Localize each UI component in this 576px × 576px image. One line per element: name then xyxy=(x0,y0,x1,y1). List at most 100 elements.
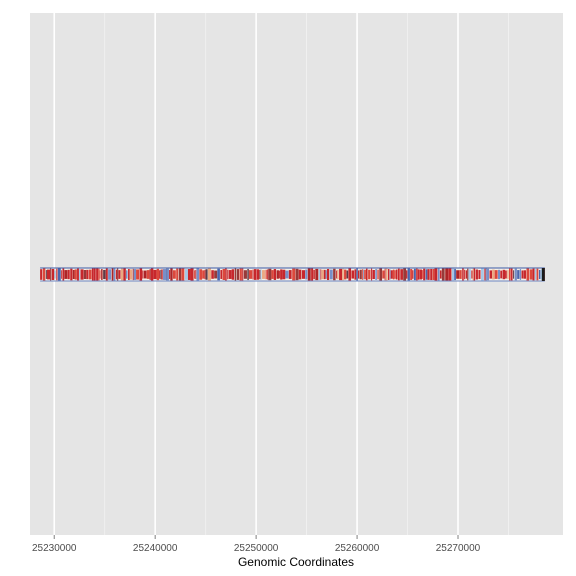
track-segment xyxy=(509,268,511,281)
track-segment xyxy=(243,270,247,279)
track-segment xyxy=(99,270,101,279)
track-segment xyxy=(113,268,116,281)
track-segment xyxy=(168,268,170,281)
track-segment xyxy=(372,269,375,280)
track-segment xyxy=(407,268,410,281)
track-segment xyxy=(285,270,289,279)
track-segment xyxy=(54,270,56,279)
track-segment xyxy=(204,269,206,280)
track-segment xyxy=(305,269,308,280)
track-segment xyxy=(125,270,128,279)
track-segment xyxy=(242,268,244,281)
track-segment xyxy=(46,269,51,280)
track-segment xyxy=(471,270,473,279)
track-segment xyxy=(64,270,68,279)
track-segment xyxy=(329,269,333,280)
track-segment xyxy=(502,269,506,280)
track-segment xyxy=(194,270,195,279)
track-segment xyxy=(88,269,92,280)
track-segment xyxy=(169,270,171,279)
track-segment xyxy=(146,270,150,279)
x-tick-label: 25250000 xyxy=(234,543,279,554)
track-segment xyxy=(252,269,254,280)
track-segment xyxy=(348,268,352,281)
track-segment xyxy=(500,270,503,279)
track-segment xyxy=(271,270,274,279)
track-segment xyxy=(492,269,495,280)
track-segment xyxy=(50,268,52,281)
track-segment xyxy=(108,269,112,280)
track-segment xyxy=(494,270,498,279)
track-end-cap xyxy=(541,268,545,281)
track-segment xyxy=(464,269,466,280)
track-segment xyxy=(115,269,118,280)
track-segment xyxy=(425,269,428,280)
track-segment xyxy=(423,268,426,281)
track-segment xyxy=(536,268,539,281)
track-segment xyxy=(91,268,94,281)
track-segment xyxy=(190,268,194,281)
track-segment xyxy=(96,268,99,281)
track-segment xyxy=(236,269,240,280)
track-segment xyxy=(356,268,358,281)
track-segment xyxy=(42,268,46,281)
track-segment xyxy=(268,268,272,281)
track-segment xyxy=(184,269,188,280)
track-segment xyxy=(321,269,324,280)
track-segment xyxy=(382,270,385,279)
track-segment xyxy=(529,269,533,280)
track-segment xyxy=(214,270,218,279)
track-segment xyxy=(298,269,302,280)
track-segment xyxy=(57,268,61,281)
track-segment xyxy=(392,269,395,280)
track-segment xyxy=(143,270,147,279)
track-segment xyxy=(339,268,343,281)
track-segment xyxy=(430,268,433,281)
track-segment xyxy=(313,269,315,280)
track-segment xyxy=(207,268,211,281)
track-segment xyxy=(412,270,414,279)
sequence-track xyxy=(40,267,545,282)
track-segment xyxy=(462,268,464,281)
track-segment xyxy=(519,269,522,280)
track-segment xyxy=(195,270,197,279)
track-segment xyxy=(67,269,70,280)
track-segment xyxy=(342,268,344,281)
track-segment xyxy=(357,270,360,279)
track-segment xyxy=(62,268,65,281)
track-segment xyxy=(534,269,537,280)
x-tick-label: 25240000 xyxy=(133,543,178,554)
track-segment xyxy=(262,270,265,279)
track-segment xyxy=(439,270,442,279)
track-segment xyxy=(217,268,220,281)
track-segment xyxy=(489,270,493,279)
track-segment xyxy=(441,268,445,281)
track-segment xyxy=(117,268,119,281)
track-segment xyxy=(394,270,396,279)
track-segment xyxy=(514,268,517,281)
track-segment xyxy=(468,269,471,280)
track-segment xyxy=(256,269,259,280)
track-segment xyxy=(176,268,179,281)
track-segment xyxy=(142,270,144,279)
track-segment xyxy=(45,270,47,279)
x-axis-tick-labels: 25230000 25240000 25250000 25260000 25270000 xyxy=(32,543,481,554)
track-segment xyxy=(416,268,418,281)
track-segment xyxy=(325,270,327,279)
track-segment xyxy=(498,269,501,280)
track-segment xyxy=(354,269,357,280)
track-segment xyxy=(120,268,124,281)
track-segment xyxy=(101,269,103,280)
track-segment xyxy=(276,270,279,279)
track-segment xyxy=(205,269,208,280)
track-segment xyxy=(413,268,416,281)
track-segment xyxy=(196,268,200,281)
track-segment xyxy=(292,268,296,281)
track-segment xyxy=(419,269,422,280)
track-segment xyxy=(467,268,469,281)
track-segment xyxy=(79,269,81,280)
track-segment xyxy=(397,268,400,281)
track-segment xyxy=(301,270,306,279)
track-segment xyxy=(315,268,319,281)
